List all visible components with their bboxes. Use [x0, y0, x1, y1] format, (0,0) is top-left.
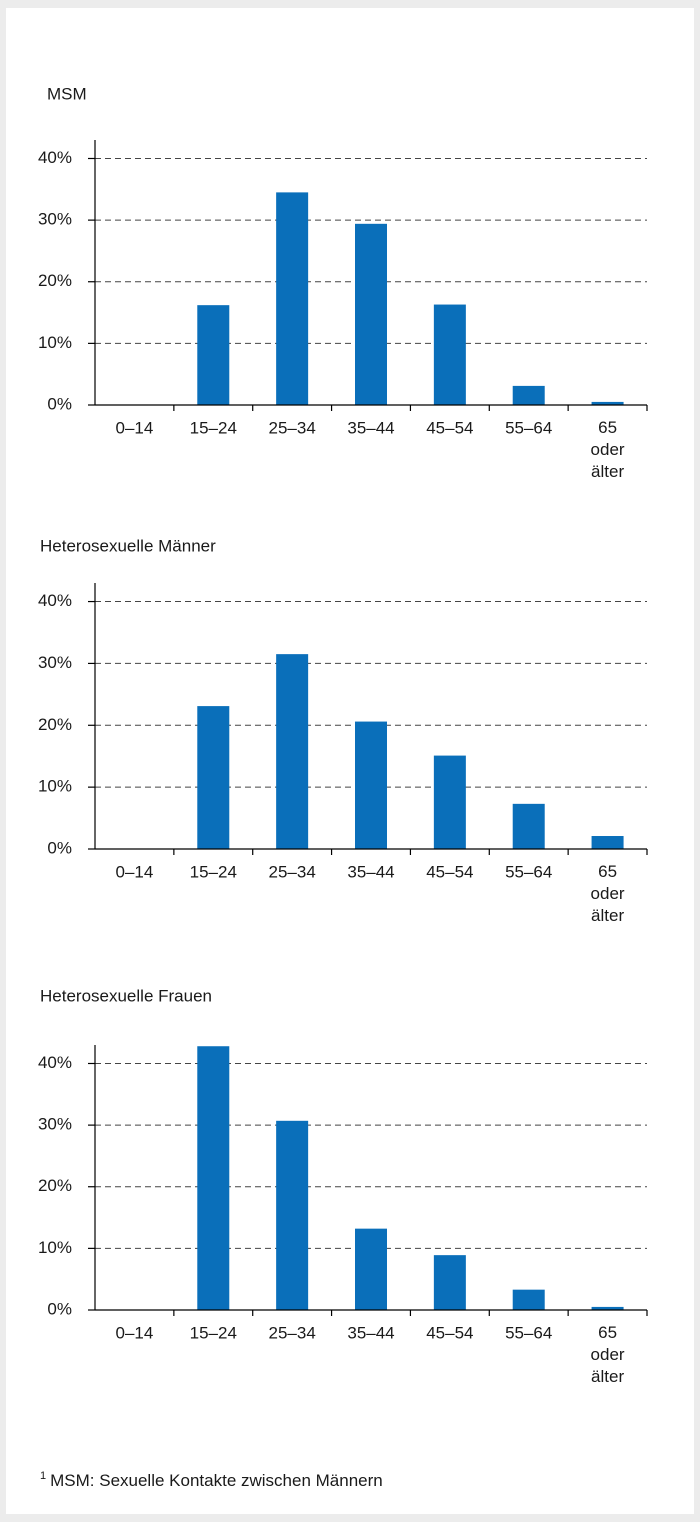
bar — [512, 1289, 545, 1310]
x-tick-label: 35–44 — [347, 418, 394, 437]
y-tick-label: 30% — [38, 653, 72, 672]
x-tick-label: 25–34 — [269, 418, 316, 437]
x-tick-label: 0–14 — [116, 1323, 154, 1342]
footnote: 1 MSM: Sexuelle Kontakte zwischen Männern — [40, 1470, 383, 1491]
x-tick-label: 65 oder älter — [591, 862, 625, 925]
y-tick-label: 0% — [47, 1299, 72, 1318]
bar — [276, 654, 309, 849]
x-tick-label: 45–54 — [426, 862, 473, 881]
y-tick-label: 20% — [38, 271, 72, 290]
x-tick-label: 25–34 — [269, 862, 316, 881]
x-tick-label: 35–44 — [347, 862, 394, 881]
x-tick-label-line: älter — [591, 906, 624, 925]
footnote-marker: 1 — [40, 1470, 46, 1482]
bar — [355, 1228, 387, 1310]
x-tick-label: 45–54 — [426, 1323, 473, 1342]
chart-title: Heterosexuelle Männer — [40, 536, 216, 555]
x-tick-label-line: oder — [591, 440, 625, 459]
bar — [433, 1255, 466, 1310]
x-tick-label: 15–24 — [190, 418, 237, 437]
x-tick-label: 25–34 — [269, 1323, 316, 1342]
x-tick-label: 45–54 — [426, 418, 473, 437]
y-tick-label: 40% — [38, 148, 72, 167]
bar — [591, 1306, 624, 1310]
y-tick-label: 20% — [38, 715, 72, 734]
y-tick-label: 10% — [38, 333, 72, 352]
x-tick-label: 55–64 — [505, 862, 552, 881]
bar — [197, 1046, 230, 1310]
bar — [355, 223, 387, 405]
x-tick-label: 0–14 — [116, 418, 154, 437]
x-tick-label-line: 65 — [598, 1323, 617, 1342]
footnote-text: MSM: Sexuelle Kontakte zwischen Männern — [50, 1471, 383, 1490]
bar — [591, 836, 624, 849]
y-tick-label: 10% — [38, 1238, 72, 1257]
x-tick-label-line: 65 — [598, 418, 617, 437]
x-tick-label: 55–64 — [505, 418, 552, 437]
bar — [433, 304, 466, 405]
y-tick-label: 20% — [38, 1176, 72, 1195]
bar — [591, 401, 624, 405]
bar — [512, 803, 545, 849]
y-tick-label: 30% — [38, 1115, 72, 1134]
y-tick-label: 10% — [38, 777, 72, 796]
bar — [197, 706, 230, 849]
bar — [276, 192, 309, 405]
y-tick-label: 0% — [47, 394, 72, 413]
x-tick-label-line: 65 — [598, 862, 617, 881]
y-tick-label: 40% — [38, 1053, 72, 1072]
bar — [197, 305, 230, 405]
chart-title: MSM — [47, 84, 87, 103]
bar — [355, 721, 387, 849]
x-tick-label: 55–64 — [505, 1323, 552, 1342]
bar — [512, 385, 545, 405]
x-tick-label-line: oder — [591, 884, 625, 903]
x-tick-label: 35–44 — [347, 1323, 394, 1342]
y-tick-label: 40% — [38, 591, 72, 610]
x-tick-label: 65 oder älter — [591, 418, 625, 481]
y-tick-label: 30% — [38, 210, 72, 229]
x-tick-label-line: oder — [591, 1345, 625, 1364]
x-tick-label: 0–14 — [116, 862, 154, 881]
panel — [6, 8, 694, 1514]
x-tick-label-line: älter — [591, 462, 624, 481]
x-tick-label: 15–24 — [190, 862, 237, 881]
y-tick-label: 0% — [47, 838, 72, 857]
bar — [276, 1120, 309, 1310]
x-tick-label-line: älter — [591, 1367, 624, 1386]
bar — [433, 755, 466, 849]
chart-title: Heterosexuelle Frauen — [40, 986, 212, 1005]
x-tick-label: 65 oder älter — [591, 1323, 625, 1386]
x-tick-label: 15–24 — [190, 1323, 237, 1342]
